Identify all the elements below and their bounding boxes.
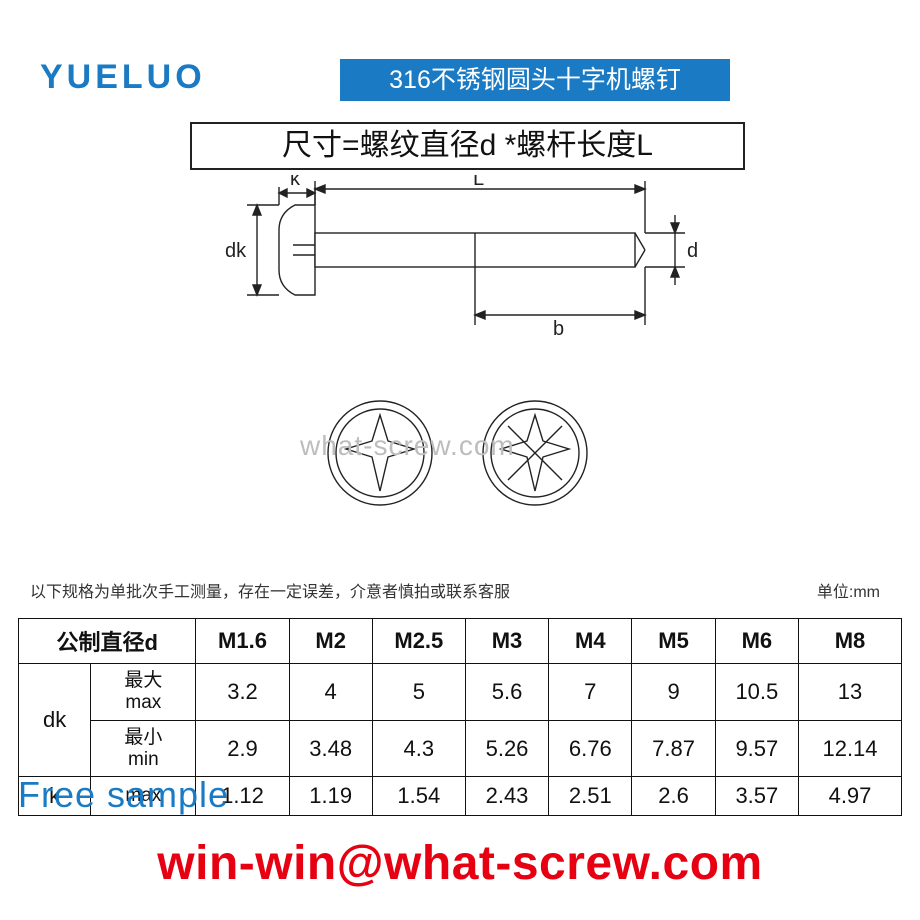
free-sample-label: Free sample [18,774,229,816]
label-L: L [473,175,484,190]
row-dk-min: 最小min 2.9 3.48 4.3 5.26 6.76 7.87 9.57 1… [19,720,902,777]
formula-box: 尺寸=螺纹直径d *螺杆长度L [190,122,745,170]
sub-dk-max: 最大max [91,664,196,721]
col-M1.6: M1.6 [196,619,289,664]
label-dk: dk [225,240,247,262]
watermark-text: what-screw.com [300,430,515,462]
col-header-d: 公制直径d [19,619,196,664]
row-dk-max: dk 最大max 3.2 4 5 5.6 7 9 10.5 13 [19,664,902,721]
col-M8: M8 [799,619,902,664]
brand-logo: YUELUO [40,58,206,97]
label-b: b [553,318,564,340]
title-banner: 316不锈钢圆头十字机螺钉 [340,59,730,101]
col-M2: M2 [289,619,372,664]
rowgroup-dk: dk [19,664,91,777]
col-M3: M3 [465,619,548,664]
unit-label: 单位:mm [817,578,880,602]
col-M6: M6 [715,619,798,664]
table-header-row: 公制直径d M1.6 M2 M2.5 M3 M4 M5 M6 M8 [19,619,902,664]
label-k: k [290,175,301,190]
col-M2.5: M2.5 [372,619,465,664]
screw-diagram: k L dk d b [175,175,755,565]
label-d: d [687,240,698,262]
col-M5: M5 [632,619,715,664]
sub-dk-min: 最小min [91,720,196,777]
col-M4: M4 [549,619,632,664]
measurement-note: 以下规格为单批次手工测量，存在一定误差，介意者慎拍或联系客服 [30,578,890,602]
contact-email: win-win@what-screw.com [0,836,920,891]
